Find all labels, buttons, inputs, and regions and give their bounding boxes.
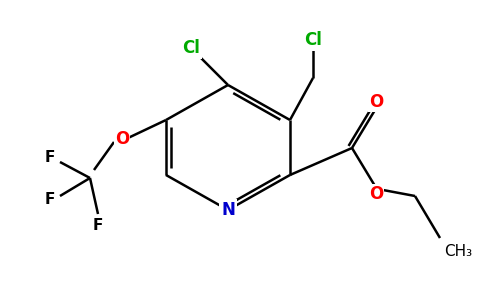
Text: N: N bbox=[221, 201, 235, 219]
Text: F: F bbox=[93, 218, 103, 233]
Text: CH₃: CH₃ bbox=[444, 244, 472, 259]
Text: O: O bbox=[369, 185, 383, 203]
Text: F: F bbox=[45, 151, 55, 166]
Text: Cl: Cl bbox=[304, 31, 322, 49]
Text: O: O bbox=[115, 130, 129, 148]
Text: F: F bbox=[45, 193, 55, 208]
Text: O: O bbox=[369, 93, 383, 111]
Text: Cl: Cl bbox=[182, 39, 200, 57]
